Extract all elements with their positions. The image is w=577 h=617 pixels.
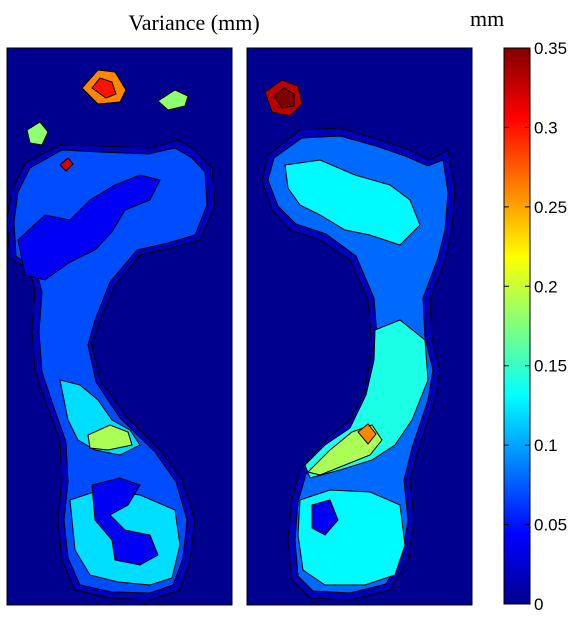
left-heel-low-region — [91, 477, 159, 566]
chart-title: Variance (mm) — [128, 10, 260, 35]
panel-left-foot — [6, 47, 233, 606]
colorbar-tick-label: 0.05 — [534, 516, 567, 535]
colorbar-tick-label: 0.15 — [534, 357, 567, 376]
colorbar-unit-label: mm — [470, 6, 505, 31]
right-big-toe-core-region — [273, 87, 295, 109]
right-forefoot-mid-region — [284, 159, 421, 246]
left-toe-dot-region — [59, 157, 74, 172]
right-arch-band-region — [304, 319, 429, 479]
right-heel-low-region — [311, 499, 339, 536]
colorbar-tick-label: 0.35 — [534, 39, 567, 58]
colorbar-tick-label: 0.1 — [534, 436, 558, 455]
left-arch-patch-region — [87, 424, 133, 451]
left-big-toe-core-region — [91, 77, 117, 99]
colorbar-tick-label: 0.25 — [534, 198, 567, 217]
colorbar-tick-label: 0.2 — [534, 277, 558, 296]
colorbar-tick-label: 0 — [534, 595, 543, 614]
left-third-toe-region — [157, 89, 189, 111]
right-arch-hot-spot-region — [357, 423, 377, 445]
colorbar-gradient — [503, 47, 531, 605]
colorbar-ticks: 0 0.05 0.1 0.15 0.2 0.25 0.3 0.35 — [504, 39, 567, 614]
panel-right-foot — [246, 47, 473, 606]
left-forefoot-low-region — [17, 174, 161, 281]
left-second-toe-region — [26, 121, 49, 146]
colorbar: 0 0.05 0.1 0.15 0.2 0.25 0.3 0.35 — [503, 39, 567, 614]
colorbar-tick-label: 0.3 — [534, 118, 558, 137]
